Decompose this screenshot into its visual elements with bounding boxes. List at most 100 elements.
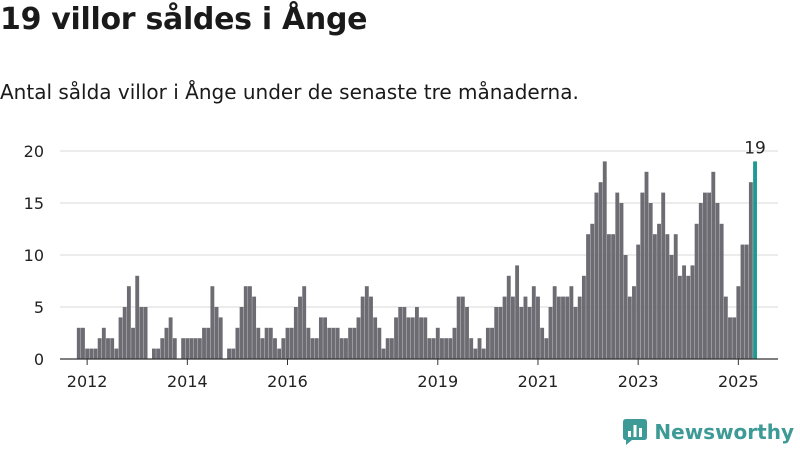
bar bbox=[736, 286, 741, 359]
bar bbox=[740, 244, 745, 359]
bar bbox=[427, 338, 432, 359]
bar bbox=[214, 307, 219, 359]
bar bbox=[561, 296, 565, 359]
bar bbox=[444, 338, 449, 359]
bar bbox=[352, 327, 357, 359]
bar bbox=[394, 317, 398, 359]
bar bbox=[122, 307, 127, 359]
y-tick-label: 15 bbox=[24, 194, 44, 213]
page-subtitle: Antal sålda villor i Ånge under de senas… bbox=[0, 80, 579, 104]
bar bbox=[302, 286, 307, 359]
bar bbox=[715, 203, 720, 359]
bar bbox=[172, 338, 177, 359]
bar bbox=[523, 296, 528, 359]
y-tick-label: 20 bbox=[24, 142, 44, 161]
bar bbox=[619, 203, 624, 359]
bar bbox=[81, 327, 85, 359]
bar bbox=[118, 317, 123, 359]
last-value-label: 19 bbox=[744, 138, 766, 158]
x-tick-label: 2025 bbox=[718, 372, 759, 391]
bar bbox=[703, 192, 707, 359]
bar bbox=[377, 327, 382, 359]
bar bbox=[531, 286, 536, 359]
bar bbox=[606, 234, 611, 359]
bar bbox=[423, 317, 428, 359]
bar bbox=[581, 275, 586, 359]
bar bbox=[707, 192, 712, 359]
page-title: 19 villor såldes i Ånge bbox=[0, 2, 368, 37]
bar bbox=[369, 296, 373, 359]
bar bbox=[711, 171, 716, 359]
bar bbox=[318, 317, 323, 359]
bar bbox=[452, 327, 457, 359]
bar bbox=[97, 338, 102, 359]
bar bbox=[590, 223, 595, 359]
bar bbox=[473, 348, 478, 359]
bar bbox=[289, 327, 294, 359]
bar bbox=[76, 327, 81, 359]
bar bbox=[657, 223, 661, 359]
bar bbox=[335, 327, 340, 359]
y-tick-label: 10 bbox=[24, 246, 44, 265]
bar bbox=[273, 338, 277, 359]
bar bbox=[114, 348, 119, 359]
x-tick-label: 2012 bbox=[67, 372, 108, 391]
bar bbox=[323, 317, 328, 359]
bar bbox=[544, 338, 549, 359]
x-tick-label: 2023 bbox=[618, 372, 659, 391]
bar bbox=[602, 161, 607, 359]
bar bbox=[135, 275, 140, 359]
bar bbox=[360, 296, 365, 359]
bar bbox=[527, 307, 532, 359]
bar bbox=[131, 327, 135, 359]
bar bbox=[598, 182, 603, 359]
bar bbox=[569, 286, 574, 359]
bar bbox=[197, 338, 202, 359]
bar bbox=[243, 286, 248, 359]
bar bbox=[611, 234, 616, 359]
bar bbox=[89, 348, 94, 359]
bar bbox=[210, 286, 215, 359]
bar bbox=[402, 307, 407, 359]
y-tick-label: 5 bbox=[34, 298, 44, 317]
bar bbox=[256, 327, 261, 359]
bar bbox=[469, 338, 474, 359]
bar bbox=[373, 317, 378, 359]
bar bbox=[85, 348, 90, 359]
bar bbox=[281, 338, 286, 359]
bar bbox=[594, 192, 599, 359]
bar bbox=[460, 296, 465, 359]
bar bbox=[686, 275, 691, 359]
newsworthy-logo-icon bbox=[623, 419, 648, 445]
bar bbox=[406, 317, 411, 359]
bar bbox=[440, 338, 444, 359]
bar bbox=[106, 338, 110, 359]
bar bbox=[189, 338, 194, 359]
bar bbox=[648, 203, 653, 359]
bar bbox=[181, 338, 186, 359]
bar bbox=[235, 327, 240, 359]
bar bbox=[519, 307, 524, 359]
bar bbox=[673, 234, 678, 359]
bar bbox=[151, 348, 156, 359]
bar bbox=[260, 338, 265, 359]
bar bbox=[682, 265, 687, 359]
bar bbox=[652, 234, 657, 359]
bar bbox=[327, 327, 332, 359]
bar bbox=[314, 338, 319, 359]
bar bbox=[573, 307, 578, 359]
bar bbox=[577, 296, 582, 359]
bar bbox=[385, 338, 390, 359]
bar bbox=[627, 296, 632, 359]
bar bbox=[143, 307, 148, 359]
bar bbox=[398, 307, 403, 359]
bar bbox=[344, 338, 348, 359]
bar bbox=[669, 255, 674, 359]
bar bbox=[268, 327, 273, 359]
bar bbox=[193, 338, 198, 359]
bar bbox=[719, 223, 724, 359]
bar bbox=[247, 286, 252, 359]
bar bbox=[753, 161, 757, 359]
bar bbox=[632, 286, 636, 359]
bar bbox=[677, 275, 682, 359]
